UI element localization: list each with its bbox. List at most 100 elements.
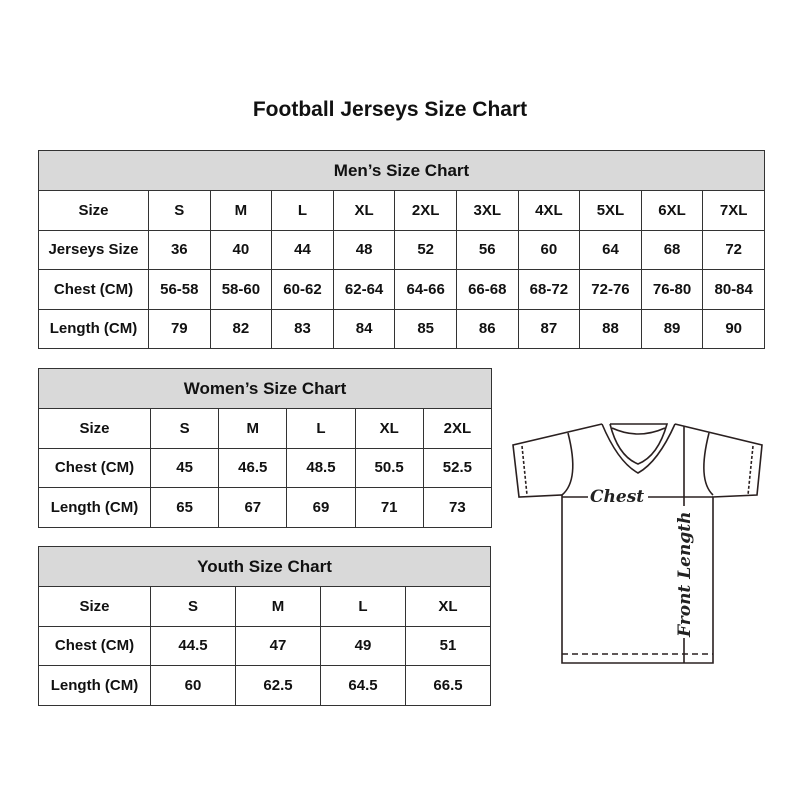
table-cell: M — [209, 190, 273, 231]
table-row: Size S M L XL — [38, 586, 491, 627]
table-row: Size S M L XL 2XL 3XL 4XL 5XL 6XL 7XL — [38, 190, 765, 231]
table-cell: XL — [405, 586, 491, 627]
table-cell: 66.5 — [405, 665, 491, 706]
table-cell: 44.5 — [150, 625, 236, 666]
table-cell: 87 — [517, 308, 581, 349]
table-cell: L — [271, 190, 334, 231]
womens-size-table: Women’s Size Chart Size S M L XL 2XL Chest (CM)… — [38, 368, 493, 528]
table-cell: 52 — [394, 229, 457, 270]
table-cell: 62.5 — [235, 665, 321, 706]
table-cell: 64.5 — [320, 665, 406, 706]
table-cell: M — [235, 586, 321, 627]
row-header: Chest (CM) — [38, 447, 151, 488]
table-cell: 56 — [455, 229, 519, 270]
table-cell: 47 — [235, 625, 321, 666]
table-cell: 40 — [209, 229, 273, 270]
table-cell: 50.5 — [354, 447, 424, 488]
table-cell: 2XL — [422, 408, 493, 449]
row-header: Length (CM) — [38, 487, 151, 528]
table-cell: 6XL — [640, 190, 704, 231]
table-cell: 48 — [332, 229, 396, 270]
table-cell: 62-64 — [332, 269, 396, 310]
table-cell: 51 — [405, 625, 491, 666]
table-cell: 88 — [579, 308, 642, 349]
table-cell: M — [218, 408, 288, 449]
table-cell: L — [286, 408, 356, 449]
table-cell: 48.5 — [286, 447, 356, 488]
youth-size-table: Youth Size Chart Size S M L XL Chest (CM) 44.5 4… — [38, 546, 491, 706]
table-row: Length (CM) 79 82 83 84 85 86 87 88 89 90 — [38, 308, 765, 349]
table-cell: 90 — [702, 308, 765, 349]
jersey-diagram: Chest Front Length — [512, 423, 763, 664]
table-cell: 64-66 — [394, 269, 457, 310]
table-cell: 72 — [702, 229, 765, 270]
table-cell: 49 — [320, 625, 406, 666]
table-cell: 60 — [517, 229, 581, 270]
right-armhole — [703, 432, 714, 496]
table-cell: XL — [332, 190, 396, 231]
table-cell: 3XL — [455, 190, 519, 231]
table-row: Chest (CM) 45 46.5 48.5 50.5 52.5 — [38, 447, 493, 488]
table-cell: 60-62 — [271, 269, 334, 310]
row-header: Chest (CM) — [38, 269, 149, 310]
mens-size-table: Men’s Size Chart Size S M L XL 2XL 3XL 4XL 5XL 6XL… — [38, 150, 765, 349]
row-header: Length (CM) — [38, 665, 151, 706]
table-cell: 73 — [422, 487, 493, 528]
table-cell: 76-80 — [640, 269, 704, 310]
table-cell: 7XL — [702, 190, 765, 231]
row-header: Size — [38, 586, 151, 627]
table-cell: 58-60 — [209, 269, 273, 310]
table-title: Women’s Size Chart — [38, 368, 492, 409]
table-row: Chest (CM) 56-58 58-60 60-62 62-64 64-66 66-68… — [38, 269, 765, 310]
table-cell: 86 — [455, 308, 519, 349]
table-cell: 84 — [332, 308, 396, 349]
table-cell: 44 — [271, 229, 334, 270]
table-row: Length (CM) 60 62.5 64.5 66.5 — [38, 665, 491, 706]
table-cell: S — [148, 190, 211, 231]
table-cell: 89 — [640, 308, 704, 349]
row-header: Chest (CM) — [38, 625, 151, 666]
row-header: Jerseys Size — [38, 229, 149, 270]
shirt-outline — [512, 423, 763, 664]
row-header: Length (CM) — [38, 308, 149, 349]
table-cell: 67 — [218, 487, 288, 528]
table-cell: L — [320, 586, 406, 627]
table-cell: 69 — [286, 487, 356, 528]
table-cell: 71 — [354, 487, 424, 528]
table-cell: 79 — [148, 308, 211, 349]
table-cell: 2XL — [394, 190, 457, 231]
page-title: Football Jerseys Size Chart — [252, 98, 528, 121]
table-cell: 82 — [209, 308, 273, 349]
table-cell: 68 — [640, 229, 704, 270]
table-row: Size S M L XL 2XL — [38, 408, 493, 449]
table-cell: 68-72 — [517, 269, 581, 310]
chest-label: Chest — [590, 487, 644, 507]
table-cell: 36 — [148, 229, 211, 270]
table-cell: S — [150, 586, 236, 627]
table-cell: 52.5 — [422, 447, 493, 488]
table-title: Youth Size Chart — [38, 546, 491, 587]
table-cell: S — [149, 408, 220, 449]
table-cell: 65 — [149, 487, 220, 528]
row-header: Size — [38, 190, 149, 231]
table-cell: 5XL — [579, 190, 642, 231]
table-cell: 64 — [579, 229, 642, 270]
table-cell: 60 — [150, 665, 236, 706]
table-row: Chest (CM) 44.5 47 49 51 — [38, 625, 491, 666]
table-cell: 80-84 — [702, 269, 765, 310]
table-cell: 85 — [394, 308, 457, 349]
table-cell: 4XL — [517, 190, 581, 231]
row-header: Size — [38, 408, 151, 449]
left-armhole — [561, 432, 574, 496]
front-length-label: Front Length — [675, 512, 695, 638]
table-cell: 83 — [271, 308, 334, 349]
collar — [601, 423, 676, 474]
table-title: Men’s Size Chart — [38, 150, 765, 191]
table-cell: 72-76 — [579, 269, 642, 310]
table-cell: 56-58 — [148, 269, 211, 310]
table-cell: XL — [354, 408, 424, 449]
table-row: Jerseys Size 36 40 44 48 52 56 60 64 68 72 — [38, 229, 765, 270]
table-cell: 66-68 — [455, 269, 519, 310]
table-row: Length (CM) 65 67 69 71 73 — [38, 487, 493, 528]
table-cell: 45 — [149, 447, 220, 488]
